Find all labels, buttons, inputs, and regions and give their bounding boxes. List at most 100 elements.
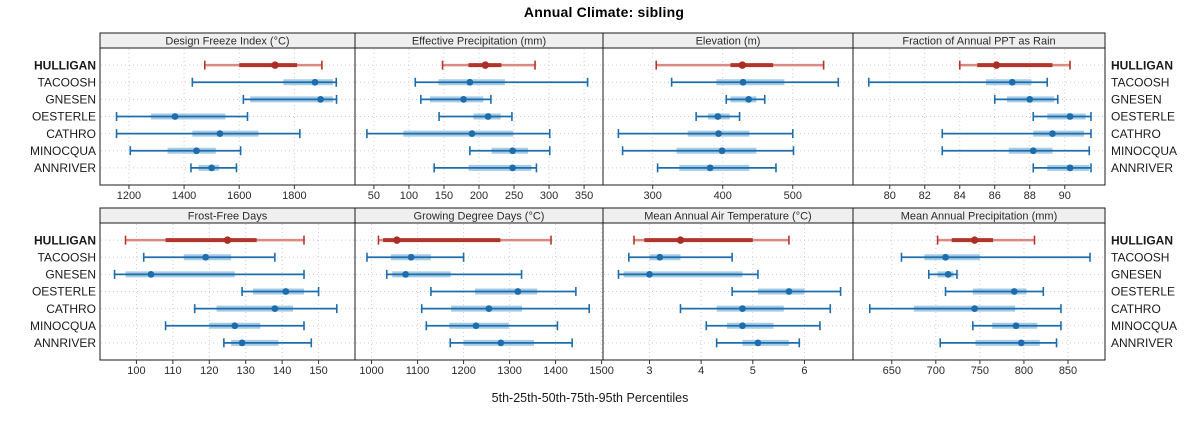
- panel-elevation-m-tick-label: 500: [784, 190, 802, 202]
- panel-mean-annual-air-temperature-c-tick-label: 6: [801, 365, 807, 377]
- panel-growing-degree-days-c-series-hulligan-median-dot: [393, 236, 401, 244]
- panel-growing-degree-days-c-series-oesterle-median-dot: [514, 288, 522, 295]
- panel-fraction-of-annual-ppt-as-rain-tick-label: 90: [1059, 190, 1071, 202]
- station-label-left-gnesen: GNESEN: [45, 93, 96, 107]
- panel-effective-precipitation-mm-series-minocqua-median-dot: [509, 147, 517, 155]
- panel-frost-free-days-series-oesterle-median-dot: [282, 288, 290, 295]
- panel-mean-annual-precipitation-mm-series-cathro-median-dot: [971, 305, 978, 313]
- panel-mean-annual-precipitation-mm-tick-label: 850: [1059, 365, 1077, 377]
- chart-title: Annual Climate: sibling: [523, 4, 685, 20]
- panel-design-freeze-index-c-series-hulligan-median-dot: [271, 61, 279, 69]
- panel-frost-free-days-tick-label: 100: [127, 365, 145, 377]
- station-label-left-cathro: CATHRO: [46, 127, 96, 141]
- panel-design-freeze-index-c-series-tacoosh-median-dot: [311, 78, 319, 86]
- panel-elevation-m-series-cathro-median-dot: [715, 130, 722, 138]
- panel-design-freeze-index-c-series-minocqua-median-dot: [193, 147, 200, 155]
- panel-mean-annual-precipitation-mm-tick-label: 750: [971, 365, 989, 377]
- panel-mean-annual-air-temperature-c-series-oesterle-median-dot: [785, 288, 793, 295]
- station-label-right-hulligan: HULLIGAN: [1111, 58, 1173, 72]
- panel-frost-free-days-series-minocqua-median-dot: [231, 322, 239, 330]
- panel-mean-annual-air-temperature-c-series-cathro-median-dot: [739, 305, 746, 313]
- panel-fraction-of-annual-ppt-as-rain-series-cathro-median-dot: [1049, 130, 1056, 138]
- panel-growing-degree-days-c-tick-label: 1000: [359, 365, 383, 377]
- panel-frost-free-days-tick-label: 150: [309, 365, 327, 377]
- panel-mean-annual-precipitation-mm-series-hulligan-median-dot: [970, 236, 979, 244]
- panel-mean-annual-air-temperature-c-series-tacoosh-median-dot: [656, 253, 664, 261]
- panel-mean-annual-precipitation-mm-tick-label: 800: [1015, 365, 1033, 377]
- panel-frost-free-days-series-tacoosh-median-dot: [202, 253, 210, 261]
- station-label-right-cathro: CATHRO: [1111, 127, 1161, 141]
- station-label-left-annriver: ANNRIVER: [34, 161, 96, 175]
- station-label-right-gnesen: GNESEN: [1111, 93, 1162, 107]
- panel-fraction-of-annual-ppt-as-rain-series-gnesen-median-dot: [1026, 95, 1034, 103]
- panel-fraction-of-annual-ppt-as-rain-series-minocqua-median-dot: [1029, 147, 1037, 155]
- panel-effective-precipitation-mm-series-cathro-median-dot: [468, 130, 476, 138]
- station-label-left-hulligan: HULLIGAN: [34, 58, 96, 72]
- panel-growing-degree-days-c-series-gnesen-median-dot: [402, 270, 410, 278]
- panel-design-freeze-index-c-tick-label: 1400: [172, 190, 196, 202]
- panel-mean-annual-precipitation-mm-series-tacoosh-median-dot: [942, 253, 949, 261]
- panel-growing-degree-days-c-strip-label: Growing Degree Days (°C): [414, 211, 545, 223]
- station-label-left-oesterle: OESTERLE: [32, 285, 96, 299]
- panel-mean-annual-precipitation-mm-strip: [852, 207, 1106, 224]
- panel-elevation-m-series-oesterle-median-dot: [714, 113, 722, 120]
- panel-elevation-m-strip-label: Elevation (m): [696, 36, 761, 48]
- panel-mean-annual-precipitation-mm-series-minocqua-median-dot: [1012, 322, 1020, 330]
- station-label-right-hulligan: HULLIGAN: [1111, 233, 1173, 247]
- station-label-right-cathro: CATHRO: [1111, 302, 1161, 316]
- station-label-left-oesterle: OESTERLE: [32, 110, 96, 124]
- panel-frost-free-days-series-annriver-median-dot: [238, 339, 246, 347]
- panel-growing-degree-days-c-tick-label: 1100: [406, 365, 430, 377]
- panel-mean-annual-air-temperature-c-tick-label: 3: [646, 365, 652, 377]
- panel-effective-precipitation-mm-tick-label: 50: [368, 190, 380, 202]
- panel-frost-free-days-series-hulligan-median-dot: [223, 236, 232, 244]
- panel-effective-precipitation-mm-strip-label: Effective Precipitation (mm): [412, 36, 546, 48]
- panel-fraction-of-annual-ppt-as-rain-series-tacoosh-median-dot: [1008, 78, 1016, 86]
- panel-elevation-m-series-annriver-median-dot: [706, 164, 714, 172]
- panel-frost-free-days-tick-label: 140: [273, 365, 291, 377]
- station-label-right-annriver: ANNRIVER: [1111, 336, 1173, 350]
- panel-effective-precipitation-mm-series-annriver-median-dot: [509, 164, 517, 172]
- panel-design-freeze-index-c-series-cathro-median-dot: [216, 130, 224, 138]
- panel-growing-degree-days-c-tick-label: 1500: [589, 365, 613, 377]
- panel-mean-annual-precipitation-mm-tick-label: 650: [883, 365, 901, 377]
- panel-mean-annual-air-temperature-c-tick-label: 4: [698, 365, 704, 377]
- panel-elevation-m-series-minocqua-median-dot: [718, 147, 726, 155]
- panel-fraction-of-annual-ppt-as-rain-tick-label: 84: [954, 190, 966, 202]
- panel-frost-free-days-tick-label: 130: [237, 365, 255, 377]
- panel-frost-free-days-tick-label: 110: [164, 365, 182, 377]
- panel-design-freeze-index-c-tick-label: 1800: [282, 190, 306, 202]
- station-label-right-minocqua: MINOCQUA: [1111, 319, 1177, 333]
- panel-effective-precipitation-mm-tick-label: 150: [435, 190, 453, 202]
- panel-elevation-m-series-hulligan-median-dot: [738, 61, 747, 69]
- station-label-right-tacoosh: TACOOSH: [1111, 250, 1169, 264]
- panel-growing-degree-days-c-series-tacoosh-median-dot: [407, 253, 415, 261]
- panel-mean-annual-precipitation-mm-series-gnesen-median-dot: [944, 270, 952, 278]
- station-label-right-oesterle: OESTERLE: [1111, 110, 1175, 124]
- station-label-right-oesterle: OESTERLE: [1111, 285, 1175, 299]
- panel-mean-annual-air-temperature-c-strip-label: Mean Annual Air Temperature (°C): [644, 211, 811, 223]
- panel-design-freeze-index-c-strip-label: Design Freeze Index (°C): [165, 36, 289, 48]
- panel-elevation-m-tick-label: 300: [644, 190, 662, 202]
- panel-mean-annual-precipitation-mm-strip-label: Mean Annual Precipitation (mm): [901, 211, 1058, 223]
- panel-effective-precipitation-mm-series-tacoosh-median-dot: [466, 78, 474, 86]
- station-label-left-cathro: CATHRO: [46, 302, 96, 316]
- panel-elevation-m-series-gnesen-median-dot: [745, 95, 753, 103]
- panel-fraction-of-annual-ppt-as-rain-tick-label: 86: [989, 190, 1001, 202]
- panel-frost-free-days-tick-label: 120: [200, 365, 218, 377]
- panel-frost-free-days-strip-label: Frost-Free Days: [188, 211, 268, 223]
- panel-fraction-of-annual-ppt-as-rain-strip-label: Fraction of Annual PPT as Rain: [902, 36, 1055, 48]
- panel-design-freeze-index-c-series-oesterle-median-dot: [171, 113, 179, 120]
- station-label-left-annriver: ANNRIVER: [34, 336, 96, 350]
- station-label-left-tacoosh: TACOOSH: [38, 250, 96, 264]
- panel-mean-annual-air-temperature-c-tick-label: 5: [750, 365, 756, 377]
- panel-growing-degree-days-c-series-minocqua-median-dot: [472, 322, 480, 330]
- panel-fraction-of-annual-ppt-as-rain-tick-label: 88: [1024, 190, 1036, 202]
- panel-fraction-of-annual-ppt-as-rain-series-annriver-median-dot: [1066, 164, 1074, 172]
- station-label-left-minocqua: MINOCQUA: [30, 319, 96, 333]
- panel-mean-annual-air-temperature-c-series-gnesen-median-dot: [646, 270, 653, 278]
- panel-frost-free-days-series-gnesen-median-dot: [147, 270, 155, 278]
- panel-design-freeze-index-c-tick-label: 1600: [227, 190, 251, 202]
- panel-elevation-m-series-tacoosh-median-dot: [739, 78, 747, 86]
